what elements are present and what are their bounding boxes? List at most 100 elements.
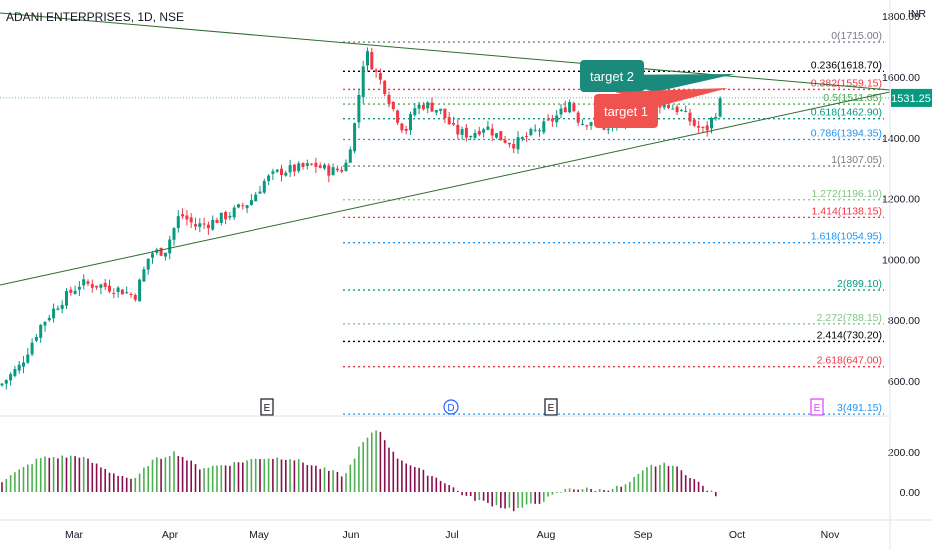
- candle: [697, 126, 701, 128]
- candle: [211, 219, 215, 230]
- candle: [86, 281, 90, 284]
- candle: [701, 126, 705, 128]
- candle: [292, 164, 296, 172]
- annotations[interactable]: target 2 target 1: [580, 60, 735, 128]
- x-tick-label: May: [249, 529, 270, 541]
- candle: [168, 239, 172, 254]
- candle: [120, 289, 124, 295]
- candle: [555, 115, 559, 123]
- event-label: E: [814, 403, 821, 414]
- candle: [456, 124, 460, 135]
- fib-label: 2.272(788.15): [817, 312, 882, 324]
- candle: [323, 164, 326, 169]
- candle: [464, 127, 468, 138]
- candle: [262, 180, 266, 193]
- lower-trendline[interactable]: [0, 91, 891, 286]
- candle: [421, 104, 425, 110]
- candle: [108, 285, 111, 292]
- candle: [400, 123, 404, 131]
- price-axis[interactable]: 1800.00 1600.00 1400.00 1200.00 1000.00 800.0…: [882, 11, 932, 388]
- candle: [439, 108, 443, 111]
- candle: [241, 205, 245, 207]
- fib-label: 2.618(647.00): [817, 355, 882, 367]
- candle: [331, 167, 335, 176]
- candle: [490, 128, 494, 136]
- upper-trendline[interactable]: [0, 12, 891, 91]
- candle: [499, 131, 503, 141]
- candle: [357, 94, 361, 123]
- candle: [305, 163, 309, 166]
- candle: [56, 308, 60, 310]
- candle: [460, 129, 464, 135]
- candle: [469, 136, 473, 138]
- fib-label: 1(1307.05): [831, 154, 882, 166]
- candle: [215, 219, 219, 224]
- candle: [142, 269, 146, 282]
- target-1-arrow: [615, 88, 728, 106]
- candle: [495, 133, 498, 138]
- x-tick-label: Aug: [537, 529, 556, 541]
- y-tick-label: 1000.00: [882, 254, 920, 266]
- candle: [366, 51, 369, 66]
- candle: [533, 129, 537, 131]
- candle: [503, 140, 507, 143]
- candle: [585, 125, 589, 127]
- candle: [563, 107, 567, 113]
- candle: [176, 216, 180, 229]
- dividend-event-icon[interactable]: [443, 399, 459, 415]
- candle: [335, 168, 339, 171]
- target-2-badge[interactable]: [580, 60, 644, 92]
- y-tick-label: 1800.00: [882, 11, 920, 23]
- candle: [581, 123, 584, 125]
- x-tick-label: Jul: [445, 529, 458, 541]
- candle: [667, 105, 670, 109]
- candle: [378, 73, 382, 80]
- target-2-label: target 2: [590, 69, 634, 84]
- candle: [688, 112, 692, 122]
- target-1-badge[interactable]: [594, 94, 658, 128]
- fib-label: 0.382(1559.15): [811, 77, 882, 89]
- candle: [675, 106, 679, 113]
- earnings-event-icon[interactable]: [810, 398, 824, 416]
- candle: [138, 279, 142, 302]
- x-tick-label: Sep: [634, 529, 653, 541]
- fib-label: 0.618(1462.90): [811, 107, 882, 119]
- x-tick-label: Apr: [162, 529, 179, 541]
- candle: [520, 137, 524, 140]
- candle: [396, 110, 400, 123]
- candle: [95, 285, 99, 288]
- last-price-tag: [891, 88, 932, 107]
- candle: [129, 294, 133, 296]
- candle: [684, 111, 688, 113]
- x-tick-label: Mar: [65, 529, 84, 541]
- candle: [189, 217, 193, 223]
- candle: [301, 163, 305, 167]
- candle: [237, 204, 240, 208]
- candle: [206, 224, 210, 229]
- candle: [671, 108, 675, 110]
- candle: [60, 304, 64, 309]
- candle: [572, 103, 576, 112]
- trendlines[interactable]: [0, 12, 891, 286]
- candle: [679, 110, 683, 112]
- candle: [387, 94, 391, 104]
- candle: [198, 223, 202, 227]
- candle: [69, 289, 73, 293]
- candle: [525, 136, 529, 138]
- candle: [318, 165, 322, 168]
- candle: [103, 282, 107, 287]
- earnings-event-icon[interactable]: [260, 398, 274, 416]
- candle: [710, 117, 713, 129]
- candle: [172, 228, 176, 240]
- candle: [284, 172, 288, 176]
- candle: [39, 324, 43, 338]
- candle: [477, 130, 481, 135]
- time-axis[interactable]: Mar Apr May Jun Jul Aug Sep Oct Nov: [65, 529, 840, 541]
- y-tick-label: 1400.00: [882, 133, 920, 145]
- earnings-event-icon[interactable]: [544, 398, 558, 416]
- candle: [538, 130, 541, 132]
- candle: [112, 292, 116, 294]
